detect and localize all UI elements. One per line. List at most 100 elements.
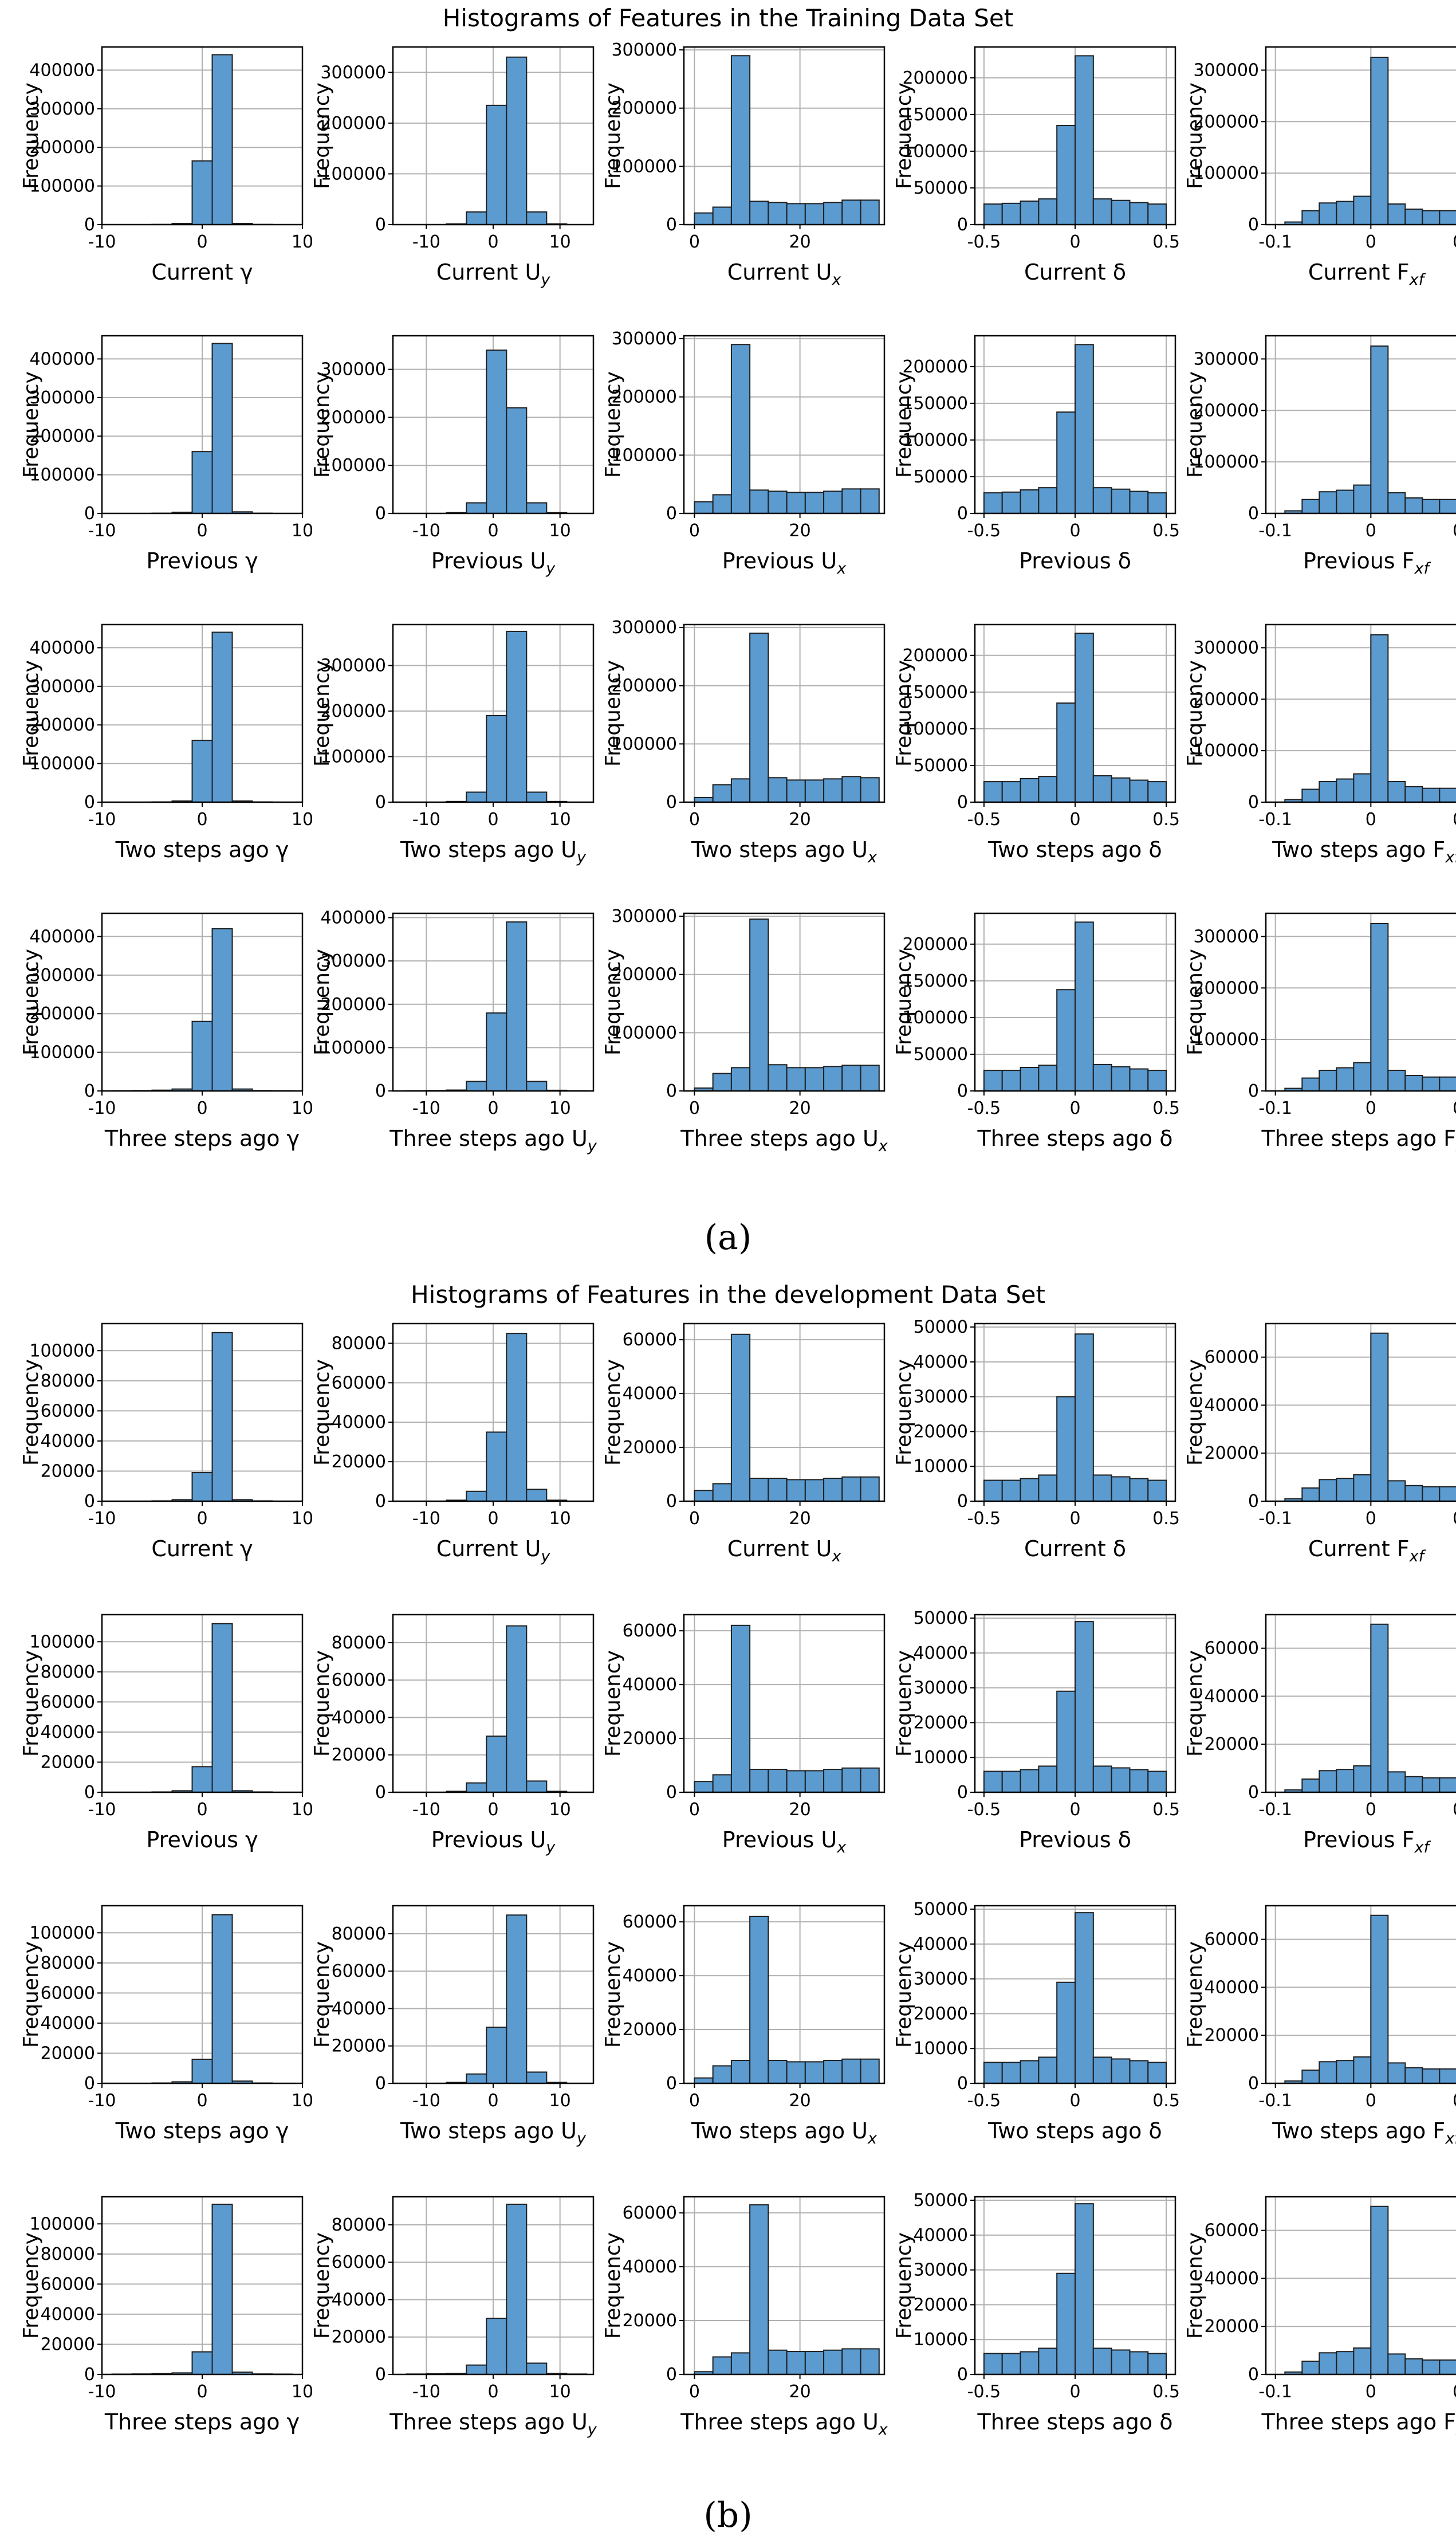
y-tick-label: 0 (84, 2074, 95, 2094)
x-axis-label: Two steps ago Fxf (1272, 2118, 1456, 2148)
histogram-bar (1056, 411, 1076, 514)
y-tick-label: 300000 (1193, 926, 1259, 947)
histogram-bar (486, 1012, 507, 1092)
histogram-bar (191, 1020, 213, 1092)
y-tick-label: 20000 (1205, 2025, 1259, 2046)
x-axis-label: Current γ (151, 260, 253, 285)
x-tick-label: 0 (487, 2382, 498, 2402)
histogram-bar (823, 1769, 843, 1793)
histogram-bar (1387, 1070, 1406, 1092)
y-tick-label: 40000 (623, 2257, 677, 2277)
y-axis-label: Frequency (310, 1941, 334, 2048)
x-tick-label: 0 (1069, 521, 1080, 541)
y-tick-label: 20000 (332, 2327, 386, 2347)
y-axis-label: Frequency (19, 2232, 43, 2339)
axes-frame (683, 623, 886, 803)
y-tick-label: 60000 (41, 1692, 95, 1712)
y-tick-label: 100000 (902, 142, 968, 162)
y-axis-label: Frequency (892, 2232, 916, 2339)
x-tick-label: 0 (487, 521, 498, 541)
y-axis-label: Frequency (310, 660, 334, 767)
x-tick-label: -0.1 (1258, 2091, 1292, 2111)
histogram-bar (786, 2351, 806, 2375)
histogram-development-2: 0 20000 40000 60000 80000 -10 0 10 Frequency Curr… (310, 1322, 595, 1565)
histogram-bar (1092, 1474, 1112, 1502)
histogram-bar (1301, 498, 1320, 515)
histogram-training-17: 0 100000 200000 300000 400000 -10 0 10 Frequency… (310, 908, 597, 1155)
y-tick-label: 50000 (914, 1317, 968, 1337)
y-axis-label: Frequency (310, 83, 334, 189)
y-tick-label: 0 (84, 504, 95, 524)
histogram-bar (1319, 491, 1337, 514)
figure-a-label: (a) (705, 1218, 752, 1258)
x-axis-label: Two steps ago δ (987, 2118, 1162, 2143)
x-tick-label: -10 (412, 2091, 440, 2111)
histogram-bar (1092, 2347, 1112, 2375)
y-tick-label: 60000 (332, 2252, 386, 2272)
x-axis-label: Two steps ago Ux (691, 837, 877, 866)
y-axis-label: Frequency (601, 1941, 625, 2048)
x-tick-label: 0 (689, 2382, 700, 2402)
histogram-bar (749, 201, 769, 226)
x-axis-label: Current δ (1024, 260, 1126, 285)
histogram-bar (1056, 702, 1076, 803)
histogram-bar (1129, 202, 1149, 226)
y-tick-label: 40000 (1205, 1977, 1259, 1997)
histogram-bar (730, 778, 751, 803)
histogram-bar (211, 631, 233, 803)
y-axis-label: Frequency (19, 949, 43, 1055)
figure-b-label: (b) (703, 2495, 752, 2535)
x-tick-label: -10 (412, 232, 440, 252)
histogram-bar (1092, 198, 1112, 225)
x-tick-label: 0 (196, 1509, 207, 1529)
x-tick-label: 20 (789, 1800, 811, 1820)
y-tick-label: 60000 (1205, 1930, 1259, 1950)
histogram-bar (860, 488, 880, 514)
histogram-bar (1147, 1070, 1167, 1092)
histogram-bar (1075, 633, 1094, 803)
y-axis-label: Frequency (1183, 1941, 1207, 2048)
y-tick-label: 200000 (611, 676, 677, 696)
plot-area (684, 47, 884, 225)
y-tick-label: 0 (957, 2365, 968, 2385)
histogram-bar (1422, 2068, 1441, 2084)
y-tick-label: 0 (375, 2365, 386, 2385)
y-tick-label: 300000 (1193, 349, 1259, 369)
x-tick-label: -0.1 (1258, 810, 1292, 830)
y-tick-label: 0 (957, 1783, 968, 1803)
histogram-bar (804, 1067, 825, 1092)
histogram-bar (1147, 781, 1167, 803)
histogram-bar (1336, 2351, 1355, 2375)
histogram-bar (841, 2348, 861, 2376)
x-tick-label: 0 (196, 1098, 207, 1118)
histogram-bar (1020, 778, 1040, 803)
x-tick-label: -0.1 (1258, 2382, 1292, 2402)
histogram-bar (1129, 2060, 1149, 2084)
histogram-bar (1353, 484, 1372, 514)
axes-frame (1265, 1322, 1456, 1502)
plot-area (1266, 2197, 1456, 2374)
histogram-bar (1020, 489, 1040, 514)
histogram-development-17: 0 20000 40000 60000 80000 -10 0 10 Frequency Thre… (310, 2196, 597, 2439)
y-tick-label: 100000 (29, 2214, 95, 2234)
y-tick-label: 100000 (1193, 163, 1259, 183)
histogram-bar (526, 2362, 548, 2375)
histogram-training-8: 0 100000 200000 300000 0 20 Frequency Previous … (601, 329, 886, 578)
y-tick-label: 80000 (332, 2215, 386, 2235)
y-tick-label: 40000 (41, 2013, 95, 2033)
y-tick-label: 300000 (29, 965, 95, 986)
axes-frame (683, 1322, 886, 1502)
histogram-bar (804, 2061, 825, 2084)
y-tick-label: 200000 (320, 113, 386, 134)
y-tick-label: 100000 (611, 445, 677, 465)
histogram-development-12: 0 20000 40000 60000 80000 -10 0 10 Frequency Two … (310, 1905, 595, 2148)
x-axis-label: Three steps ago Ux (680, 1126, 888, 1155)
x-tick-label: -10 (412, 521, 440, 541)
y-tick-label: 300000 (29, 388, 95, 408)
histogram-bar (1111, 1767, 1131, 1793)
histogram-bar (191, 2351, 213, 2376)
histogram-bar (1422, 210, 1441, 226)
y-tick-label: 200000 (902, 357, 968, 377)
y-tick-label: 40000 (332, 1412, 386, 1432)
